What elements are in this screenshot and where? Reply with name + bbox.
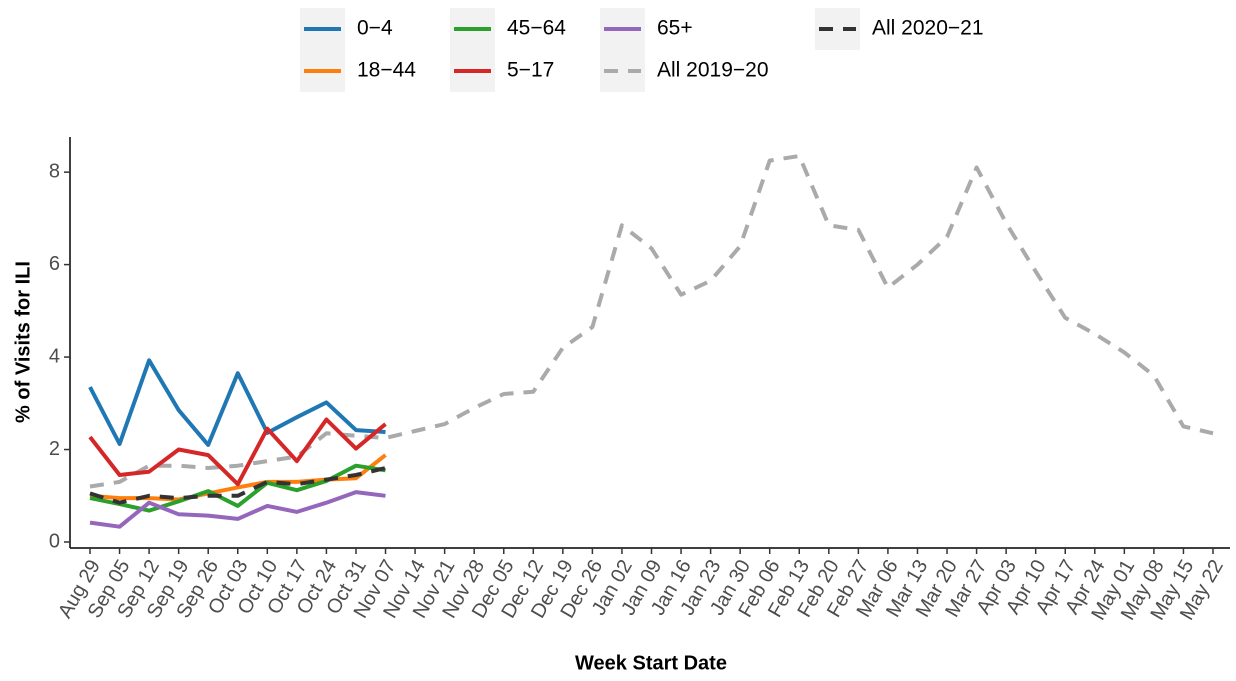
x-axis-title: Week Start Date xyxy=(575,652,727,674)
legend-label: All 2020−21 xyxy=(872,17,984,40)
y-tick-label: 4 xyxy=(49,345,60,367)
line-series xyxy=(89,453,387,502)
legend-label: 65+ xyxy=(657,17,693,40)
legend-label: 45−64 xyxy=(507,17,566,40)
legend-label: 18−44 xyxy=(357,59,416,82)
line-series xyxy=(88,358,386,447)
legend-label: 0−4 xyxy=(357,17,393,40)
line-series xyxy=(89,490,386,529)
line-series xyxy=(89,154,1214,489)
y-tick-label: 0 xyxy=(49,530,60,552)
y-axis-title: % of Visits for ILI xyxy=(12,261,34,423)
y-tick-label: 2 xyxy=(49,438,60,460)
legend-label: All 2019−20 xyxy=(657,59,769,82)
line-series xyxy=(89,466,386,505)
legend-label: 5−17 xyxy=(507,59,554,82)
y-tick-label: 8 xyxy=(49,160,60,182)
line-series xyxy=(88,417,387,487)
y-tick-label: 6 xyxy=(49,253,60,275)
